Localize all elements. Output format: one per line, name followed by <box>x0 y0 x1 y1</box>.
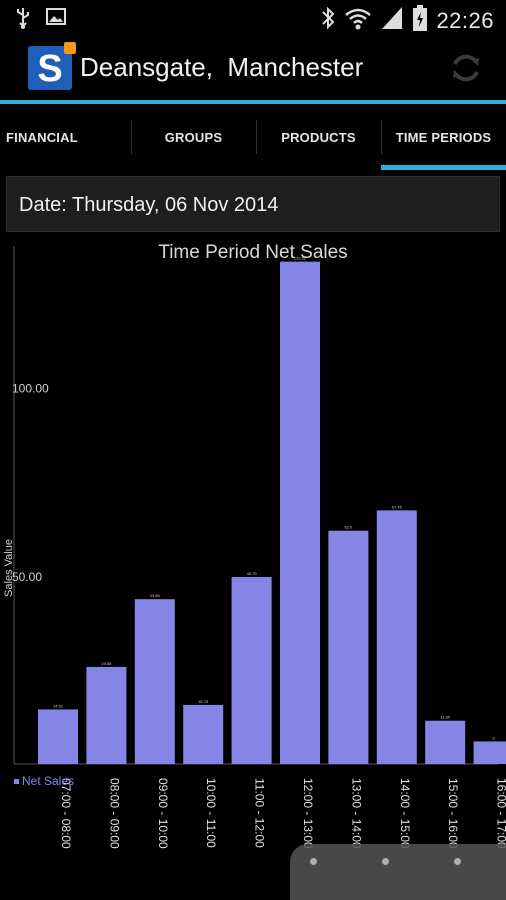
x-tick-label: 11:00 - 12:00 <box>253 778 267 848</box>
net-sales-chart: Time Period Net Sales 50.00 100.00 Sales Va… <box>3 242 506 849</box>
header-divider <box>0 100 506 104</box>
tab-financial[interactable]: FINANCIAL <box>0 104 131 170</box>
app-logo[interactable]: S <box>28 42 76 90</box>
page-title: Deansgate, Manchester <box>80 52 364 82</box>
bar <box>38 709 78 764</box>
legend-label: Net Sales <box>22 774 74 788</box>
bar <box>473 741 506 764</box>
bar <box>183 704 224 764</box>
tab-label: GROUPS <box>164 129 223 145</box>
data-label: 15.75 <box>198 699 209 704</box>
chart-title: Time Period Net Sales <box>158 242 347 263</box>
tab-label: PRODUCTS <box>281 129 356 145</box>
wifi-icon <box>344 5 372 36</box>
tab-label: FINANCIAL <box>6 129 78 145</box>
usb-icon <box>14 6 32 35</box>
bar <box>328 530 369 764</box>
signal-icon <box>380 5 404 36</box>
logo-accent <box>64 42 76 54</box>
x-tick-label: 07:00 - 08:00 <box>59 778 73 849</box>
logo-letter: S <box>37 48 63 90</box>
nav-dot[interactable] <box>310 858 317 865</box>
data-label: 67.45 <box>392 504 403 509</box>
battery-icon <box>412 4 428 37</box>
nav-dot[interactable] <box>382 858 389 865</box>
bar <box>280 261 320 764</box>
legend-swatch <box>14 779 19 784</box>
data-label: 43.80 <box>150 593 161 598</box>
x-tick-label: 15:00 - 16:00 <box>446 778 460 849</box>
navigation-overlay[interactable] <box>290 844 506 900</box>
x-tick-label: 14:00 - 15:00 <box>398 778 412 849</box>
nav-dot[interactable] <box>454 858 461 865</box>
y-axis-label: Sales Value <box>3 539 15 597</box>
data-label: 62.0 <box>345 525 354 530</box>
clock: 22:26 <box>436 7 494 33</box>
x-tick-label: 10:00 - 11:00 <box>204 778 218 848</box>
date-panel[interactable]: Date: Thursday, 06 Nov 2014 <box>6 176 500 232</box>
bar <box>134 599 175 764</box>
x-tick-label: 16:00 - 17:00 <box>495 778 506 849</box>
data-label: 25.85 <box>101 661 112 666</box>
x-tick-label: 09:00 - 10:00 <box>156 778 170 849</box>
data-label: 6 <box>492 735 495 740</box>
bluetooth-icon <box>320 5 336 36</box>
x-tick-label: 12:00 - 13:00 <box>301 778 315 849</box>
tab-groups[interactable]: GROUPS <box>131 104 256 170</box>
status-bar: 22:26 <box>0 0 506 36</box>
y-tick-label: 50.00 <box>12 570 42 584</box>
bar <box>86 666 127 764</box>
y-tick-label: 100.00 <box>12 382 49 396</box>
data-label: 49.75 <box>247 571 258 576</box>
data-label: 11.55 <box>440 715 450 720</box>
data-label: 133.50 <box>294 256 307 261</box>
bar <box>376 510 417 764</box>
tab-bar: FINANCIAL GROUPS PRODUCTS TIME PERIODS <box>0 104 506 170</box>
tab-products[interactable]: PRODUCTS <box>256 104 381 170</box>
tab-label: TIME PERIODS <box>395 129 492 145</box>
x-tick-label: 08:00 - 09:00 <box>107 778 121 849</box>
image-icon <box>46 6 66 35</box>
bar <box>231 576 272 764</box>
refresh-icon[interactable] <box>448 50 484 86</box>
bar <box>425 720 466 764</box>
tab-time-periods[interactable]: TIME PERIODS <box>381 104 506 170</box>
date-label: Date: Thursday, 06 Nov 2014 <box>19 194 279 216</box>
data-label: 14.51 <box>53 703 64 708</box>
x-tick-label: 13:00 - 14:00 <box>349 778 363 849</box>
app-bar: S Deansgate, Manchester <box>0 36 506 100</box>
